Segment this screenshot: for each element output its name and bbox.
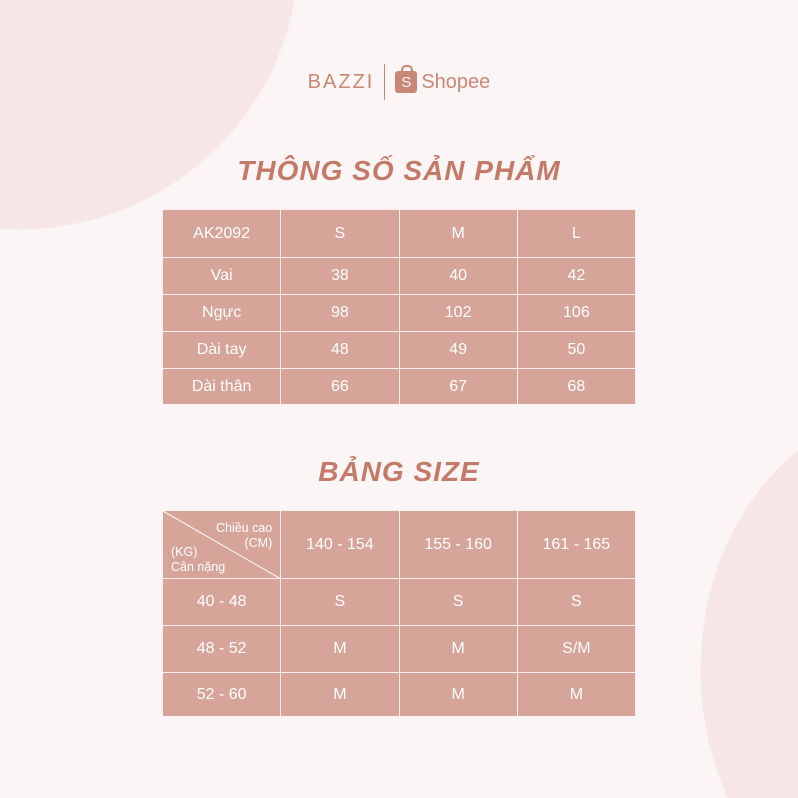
weight-unit: (KG) [171,545,198,559]
header-cell: 140 - 154 [280,510,400,579]
value-cell: M [398,672,518,717]
value-cell: M [280,625,400,673]
value-cell: 68 [516,368,637,405]
shop-name: Shopee [421,70,491,93]
header-cell: L [516,209,637,258]
size-title: BẢNG SIZE [318,456,480,487]
table-row: Dài thân 66 67 68 [161,368,637,405]
value-cell: S [280,578,400,626]
value-cell: 98 [280,294,400,332]
value-cell: S/M [516,625,637,673]
row-label: 52 - 60 [161,672,282,717]
brand-name: BAZZI [307,70,375,93]
diagonal-line [163,511,281,579]
specs-title: THÔNG SỐ SẢN PHẨM [237,155,561,186]
value-cell: 42 [516,257,637,295]
value-cell: 48 [280,331,400,369]
shopee-bag-icon: S [395,65,418,93]
row-label: Ngực [161,294,282,332]
header-cell: 161 - 165 [516,510,637,579]
value-cell: 102 [398,294,518,332]
value-cell: S [398,578,518,626]
value-cell: M [280,672,400,717]
table-row: Vai 38 40 42 [161,257,637,295]
value-cell: 50 [516,331,637,369]
table-row: Dài tay 48 49 50 [161,331,637,369]
row-label: 48 - 52 [161,625,282,673]
table-row: 52 - 60 M M M [161,672,637,717]
value-cell: 67 [398,368,518,405]
size-table: Chiều cao (CM) (KG) Cân nặng 140 - 154 155… [161,510,637,717]
table-row: 40 - 48 S S S [161,578,637,626]
row-label: Dài tay [161,331,282,369]
value-cell: 66 [280,368,400,405]
table-row: 48 - 52 M M S/M [161,625,637,673]
value-cell: 38 [280,257,400,295]
height-label: Chiều cao [215,521,273,535]
specs-table: AK2092 S M L Vai 38 40 42 Ngực 98 102 106 Dài ta… [161,209,637,405]
header-cell: 155 - 160 [398,510,518,579]
header-cell: M [398,209,518,258]
value-cell: S [516,578,637,626]
brand-logo: BAZZI S Shopee [0,64,798,100]
value-cell: M [516,672,637,717]
table-row: Chiều cao (CM) (KG) Cân nặng 140 - 154 155… [161,510,637,579]
divider [384,64,386,100]
table-row: Ngực 98 102 106 [161,294,637,332]
row-label: 40 - 48 [161,578,282,626]
corner-cell: Chiều cao (CM) (KG) Cân nặng [161,510,282,579]
value-cell: 49 [398,331,518,369]
height-unit: (CM) [244,536,273,550]
weight-label: Cân nặng [171,560,226,574]
table-row: AK2092 S M L [161,209,637,258]
row-label: Dài thân [161,368,282,405]
header-cell: AK2092 [161,209,282,258]
header-cell: S [280,209,400,258]
value-cell: 40 [398,257,518,295]
row-label: Vai [161,257,282,295]
value-cell: 106 [516,294,637,332]
value-cell: M [398,625,518,673]
